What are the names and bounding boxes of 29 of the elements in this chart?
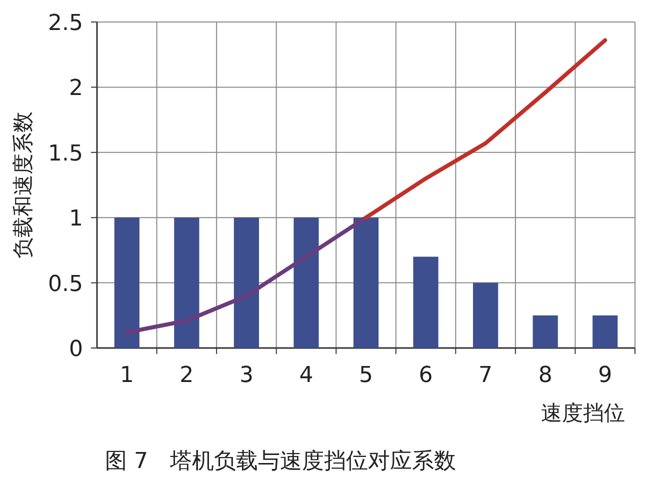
x-tick-label: 5 <box>359 363 373 388</box>
bar <box>234 218 259 348</box>
bar <box>473 282 498 348</box>
x-tick-label: 4 <box>299 363 314 388</box>
text: 图 7 塔机负载与速度挡位对应系数 <box>105 449 456 474</box>
y-tick-label: 0.5 <box>48 272 83 297</box>
x-tick-label: 1 <box>120 363 134 388</box>
y-tick-label: 1 <box>69 206 83 232</box>
bar <box>174 218 200 348</box>
bar <box>114 218 140 348</box>
y-tick-label: 2 <box>69 76 83 102</box>
line-series <box>364 38 608 220</box>
bar <box>413 256 438 348</box>
line-series <box>124 216 368 334</box>
x-tick-label: 9 <box>598 363 612 388</box>
y-axis-title: 负载和速度系数 <box>11 112 35 258</box>
y-tick-label: 1.5 <box>48 141 83 166</box>
bar <box>532 315 558 348</box>
x-tick-label: 8 <box>538 363 552 388</box>
bar <box>294 218 319 348</box>
x-tick-label: 7 <box>478 363 493 388</box>
y-tick-label: 0 <box>69 337 83 362</box>
x-tick-label: 3 <box>239 363 254 388</box>
bar <box>592 315 618 348</box>
x-tick-label: 6 <box>418 363 433 388</box>
bar <box>353 218 379 348</box>
y-tick-label: 2.5 <box>48 11 83 36</box>
x-tick-label: 2 <box>180 363 194 388</box>
x-axis-title: 速度挡位 <box>541 401 625 425</box>
